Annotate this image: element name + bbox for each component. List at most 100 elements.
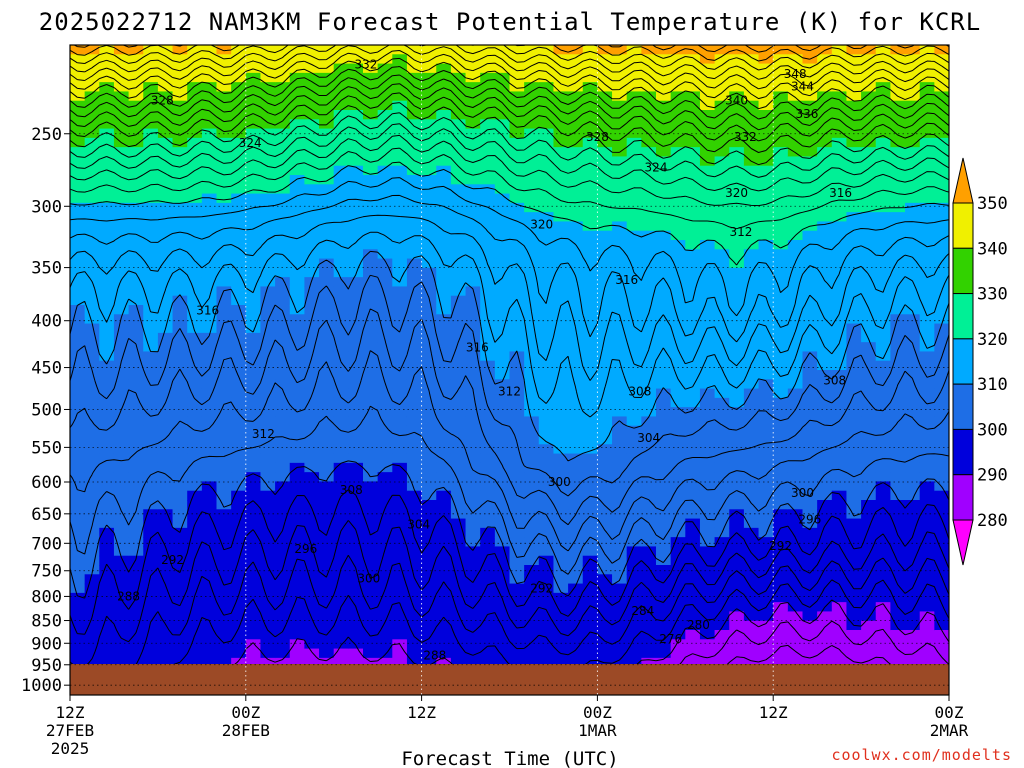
field-cell [436,156,452,167]
field-cell [743,453,760,464]
field-cell [538,175,555,185]
contour-label: 316 [196,304,219,318]
field-cell [509,305,525,315]
field-cell [538,156,555,167]
field-cell [905,592,921,603]
field-cell [494,537,511,548]
field-cell [70,379,86,390]
field-cell [524,425,540,436]
field-cell [231,137,247,148]
field-cell [729,63,745,74]
field-cell [157,565,174,575]
field-cell [216,110,232,120]
contour-label: 296 [798,512,821,526]
field-cell [919,518,935,529]
field-cell [509,240,525,250]
field-cell [875,258,891,269]
field-cell [714,165,730,176]
field-cell [626,240,642,250]
field-cell [348,240,364,250]
field-cell [626,462,642,473]
field-cell [568,332,584,343]
field-cell [524,100,540,111]
field-cell [465,54,481,65]
field-cell [465,537,481,548]
field-cell [187,527,203,538]
field-cell [157,202,174,213]
field-cell [436,565,452,575]
field-cell [861,481,877,492]
field-cell [670,435,686,445]
field-cell [450,509,467,520]
field-cell [319,221,335,232]
field-cell [817,110,833,120]
field-cell [99,370,115,380]
field-cell [406,193,423,204]
field-cell [743,221,760,232]
field-cell [582,221,598,232]
field-cell [670,639,686,650]
field-cell [685,453,701,464]
field-cell [348,620,364,631]
field-cell [275,54,291,65]
colorbar-segment [952,157,974,204]
field-cell [714,444,730,455]
field-cell [99,388,115,399]
field-cell [743,258,760,269]
field-cell [905,611,921,622]
field-cell [773,360,789,371]
field-cell [70,602,86,613]
field-cell [216,230,232,241]
field-cell [685,509,701,520]
field-cell [201,555,218,566]
field-cell [494,583,511,594]
field-cell [729,212,745,223]
field-cell [861,193,877,204]
field-cell [157,240,174,250]
field-cell [802,91,818,102]
field-cell [641,397,657,408]
field-cell [524,212,540,223]
field-cell [172,527,188,538]
field-cell [568,193,584,204]
field-cell [524,639,540,650]
field-cell [421,54,437,65]
field-cell [846,286,862,297]
field-cell [905,249,921,260]
contour-label: 320 [725,186,748,200]
field-cell [406,156,423,167]
field-cell [612,639,628,650]
field-cell [656,360,672,371]
field-cell [319,388,335,399]
field-cell [363,481,379,492]
field-cell [831,221,848,232]
field-cell [582,110,598,120]
field-cell [216,379,232,390]
field-cell [685,360,701,371]
field-cell [641,249,657,260]
field-cell [846,611,862,622]
contour-label: 300 [357,572,380,586]
field-cell [363,45,379,55]
field-cell [113,240,130,250]
field-cell [187,490,203,501]
field-cell [553,462,569,473]
field-cell [524,351,540,362]
field-cell [758,277,774,288]
field-cell [538,323,555,334]
field-cell [157,648,174,659]
field-cell [831,240,848,250]
field-cell [450,258,467,269]
field-cell [582,416,598,427]
field-cell [802,119,818,130]
x-tick-label: 12Z [56,703,85,722]
field-cell [304,286,320,297]
field-cell [99,444,115,455]
field-cell [450,444,467,455]
field-cell [597,407,613,418]
field-cell [377,527,393,538]
field-cell [670,202,686,213]
field-cell [919,397,935,408]
field-cell [743,509,760,520]
field-cell [363,583,379,594]
